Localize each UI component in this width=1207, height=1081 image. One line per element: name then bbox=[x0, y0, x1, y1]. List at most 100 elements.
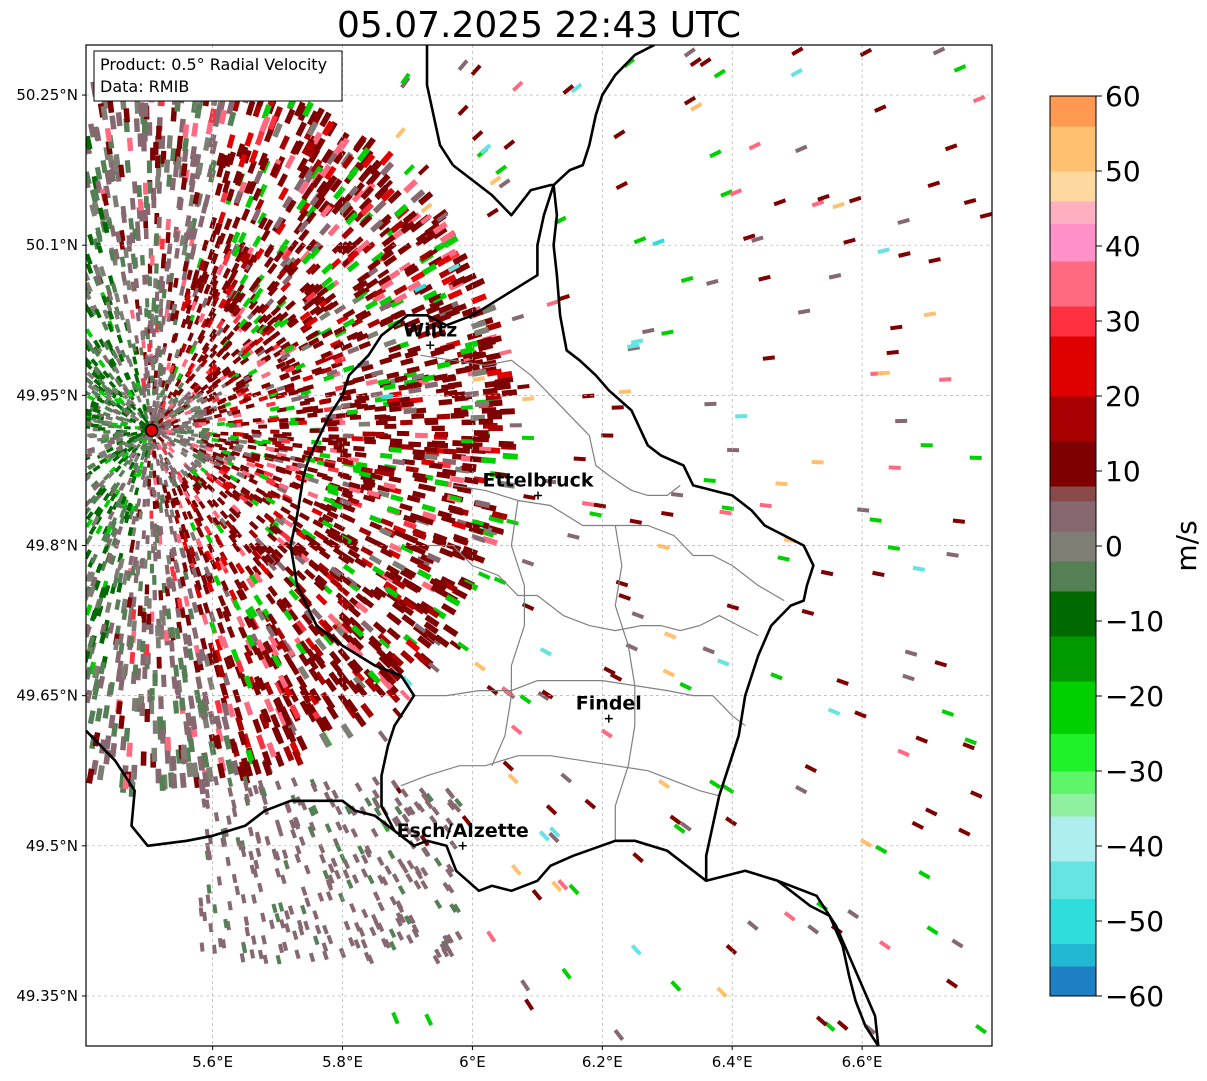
echo-gate bbox=[170, 148, 177, 162]
echo-gate bbox=[310, 607, 323, 621]
echo-gate bbox=[324, 391, 337, 398]
canton-boundary bbox=[491, 500, 526, 766]
echo-gate bbox=[90, 517, 99, 527]
latitude-tick-labels: 50.25°N50.1°N49.95°N49.8°N49.65°N49.5°N4… bbox=[16, 86, 86, 1005]
echo-gate bbox=[133, 455, 140, 463]
echo-gate bbox=[150, 255, 155, 266]
echo-gate bbox=[549, 826, 561, 838]
echo-gate bbox=[91, 495, 100, 505]
echo-gate bbox=[209, 332, 218, 343]
echo-gate bbox=[340, 402, 353, 409]
echo-gate bbox=[131, 620, 137, 632]
echo-gate bbox=[713, 68, 726, 79]
echo-gate bbox=[394, 797, 403, 807]
echo-gate bbox=[264, 453, 275, 459]
echo-gate bbox=[372, 199, 387, 214]
echo-gate bbox=[93, 339, 101, 349]
echo-gate bbox=[318, 200, 331, 214]
echo-gate bbox=[167, 281, 174, 293]
echo-gate bbox=[147, 598, 152, 609]
echo-gate bbox=[86, 342, 92, 353]
echo-gate bbox=[109, 357, 117, 367]
echo-gate bbox=[226, 654, 236, 668]
echo-gate bbox=[274, 516, 286, 526]
echo-gate bbox=[311, 507, 323, 517]
echo-gate bbox=[209, 559, 218, 570]
echo-gate bbox=[355, 392, 368, 400]
echo-gate bbox=[191, 442, 200, 449]
echo-gate bbox=[146, 451, 151, 459]
echo-gate bbox=[377, 217, 392, 231]
echo-gate bbox=[454, 930, 463, 941]
echo-gate bbox=[238, 625, 248, 639]
echo-gate bbox=[364, 797, 373, 807]
echo-gate bbox=[156, 443, 163, 451]
echo-gate bbox=[172, 700, 180, 714]
echo-gate bbox=[336, 137, 350, 153]
echo-gate bbox=[266, 742, 277, 758]
echo-gate bbox=[398, 913, 406, 924]
echo-gate bbox=[135, 540, 141, 551]
echo-gate bbox=[201, 239, 209, 252]
echo-gate bbox=[511, 313, 525, 322]
echo-gate bbox=[165, 608, 172, 620]
echo-gate bbox=[230, 799, 237, 810]
echo-gate bbox=[134, 335, 140, 344]
colorbar-tick-label: 40 bbox=[1105, 230, 1141, 263]
echo-gate bbox=[926, 925, 939, 936]
echo-gate bbox=[154, 416, 161, 424]
echo-gate bbox=[118, 310, 125, 321]
echo-gate bbox=[703, 477, 716, 484]
echo-gate bbox=[129, 539, 136, 549]
echo-gate bbox=[168, 440, 176, 447]
echo-gate bbox=[132, 556, 138, 567]
echo-gate bbox=[222, 267, 232, 279]
echo-gate bbox=[435, 387, 449, 394]
echo-gate bbox=[422, 510, 437, 520]
echo-gate bbox=[147, 263, 153, 274]
echo-gate bbox=[109, 742, 118, 758]
echo-gate bbox=[88, 586, 96, 598]
echo-gate bbox=[384, 586, 399, 599]
echo-gate bbox=[281, 849, 289, 860]
echo-gate bbox=[322, 869, 330, 880]
echo-gate bbox=[570, 82, 583, 94]
city-label: Findel bbox=[576, 693, 642, 715]
echo-gate bbox=[106, 290, 114, 301]
echo-gate bbox=[103, 499, 111, 509]
echo-gate bbox=[204, 788, 210, 799]
echo-gate bbox=[522, 396, 535, 402]
echo-gate bbox=[339, 242, 353, 256]
echo-gate bbox=[120, 410, 129, 418]
echo-gate bbox=[336, 670, 350, 685]
echo-gate bbox=[347, 605, 362, 618]
echo-gate bbox=[400, 543, 415, 555]
echo-gate bbox=[347, 548, 361, 560]
echo-gate bbox=[389, 895, 398, 906]
echo-gate bbox=[222, 242, 232, 255]
echo-gate bbox=[250, 935, 257, 945]
echo-gate bbox=[168, 525, 175, 535]
colorbar-band bbox=[1050, 171, 1096, 202]
echo-gate bbox=[247, 180, 257, 195]
echo-gate bbox=[156, 345, 161, 354]
echo-gate bbox=[239, 356, 250, 366]
echo-gate bbox=[156, 549, 162, 560]
echo-gate bbox=[347, 660, 361, 675]
echo-gate bbox=[163, 463, 170, 472]
echo-gate bbox=[292, 442, 303, 449]
echo-gate bbox=[185, 762, 194, 778]
echo-gate bbox=[104, 127, 113, 143]
echo-gate bbox=[399, 569, 414, 581]
echo-gate bbox=[253, 545, 264, 556]
echo-gate bbox=[807, 924, 820, 935]
echo-gate bbox=[300, 389, 312, 396]
echo-gate bbox=[241, 469, 251, 477]
echo-gate bbox=[679, 821, 692, 832]
echo-gate bbox=[153, 278, 158, 289]
echo-gate bbox=[220, 189, 229, 203]
echo-gate bbox=[326, 704, 339, 720]
echo-gate bbox=[138, 387, 144, 395]
echo-gate bbox=[113, 310, 120, 320]
